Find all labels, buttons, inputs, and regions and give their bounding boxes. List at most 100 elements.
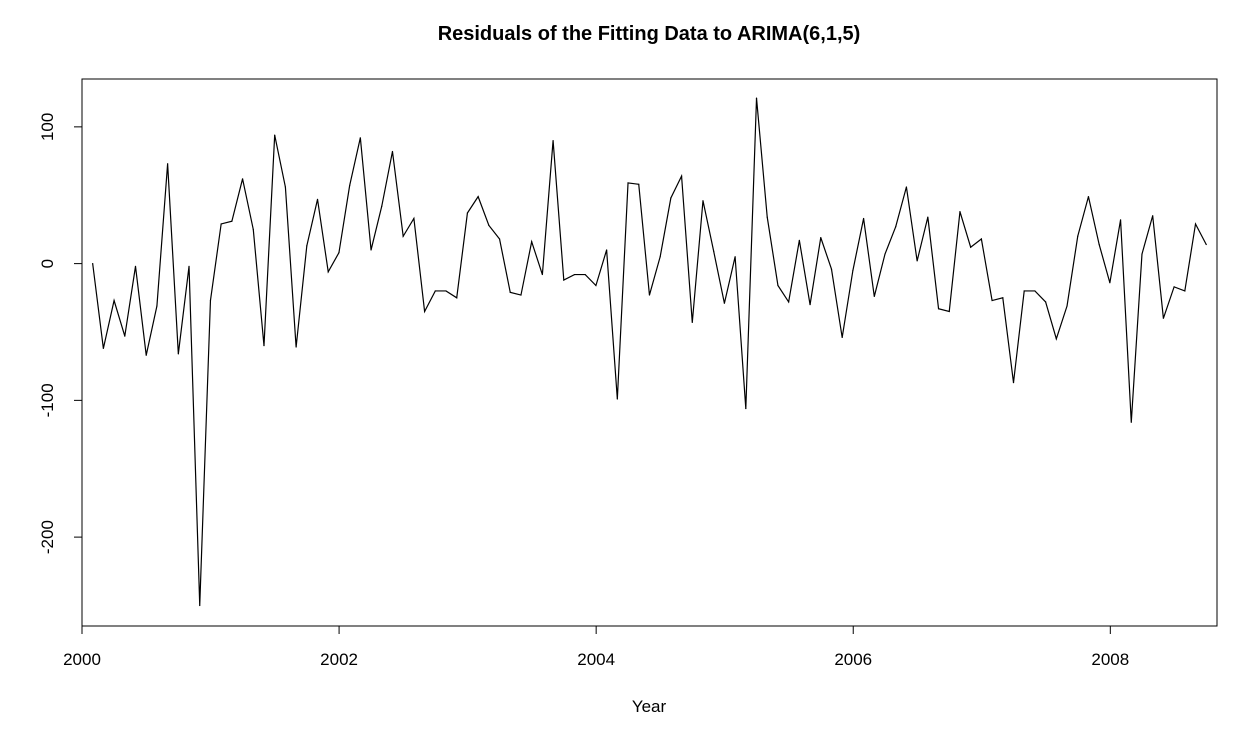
data-point bbox=[766, 216, 768, 218]
data-point bbox=[231, 220, 233, 222]
data-point bbox=[659, 256, 661, 258]
data-point bbox=[1141, 253, 1143, 255]
data-point bbox=[1023, 290, 1025, 292]
data-point bbox=[798, 239, 800, 241]
y-tick-label: -100 bbox=[38, 383, 57, 417]
data-point bbox=[274, 134, 276, 136]
data-point bbox=[424, 310, 426, 313]
data-point bbox=[862, 217, 865, 220]
data-point bbox=[102, 347, 104, 349]
data-point bbox=[241, 178, 244, 180]
data-point bbox=[927, 216, 929, 218]
data-point bbox=[1087, 196, 1090, 198]
data-point bbox=[509, 291, 511, 293]
data-point bbox=[852, 269, 854, 272]
data-point bbox=[970, 246, 972, 248]
data-point bbox=[113, 299, 115, 302]
data-point bbox=[531, 241, 533, 243]
data-point bbox=[959, 211, 961, 213]
data-point bbox=[220, 223, 222, 225]
data-point bbox=[402, 235, 404, 237]
data-point bbox=[627, 182, 629, 184]
x-tick-label: 2004 bbox=[577, 650, 615, 669]
data-point bbox=[991, 299, 993, 302]
data-point bbox=[723, 302, 726, 304]
data-point bbox=[1034, 290, 1036, 292]
data-point bbox=[788, 301, 790, 303]
data-point bbox=[263, 345, 265, 347]
data-point bbox=[177, 353, 179, 355]
data-point bbox=[541, 273, 543, 276]
data-point bbox=[284, 186, 286, 188]
data-point bbox=[895, 226, 897, 228]
data-point bbox=[381, 205, 383, 207]
data-point bbox=[488, 224, 490, 226]
data-point bbox=[809, 304, 811, 306]
data-point bbox=[1109, 282, 1111, 284]
x-tick-label: 2002 bbox=[320, 650, 358, 669]
data-point bbox=[755, 97, 758, 99]
data-point bbox=[1162, 317, 1164, 319]
series-points bbox=[92, 97, 1207, 607]
data-point bbox=[1077, 235, 1079, 237]
data-point bbox=[916, 260, 918, 262]
data-point bbox=[124, 335, 126, 337]
data-point bbox=[573, 273, 576, 276]
data-point bbox=[1098, 243, 1100, 246]
y-axis: 100 0 -100 -200 bbox=[38, 113, 83, 554]
y-tick-label: 0 bbox=[38, 259, 57, 268]
data-point bbox=[1173, 286, 1175, 288]
data-point bbox=[349, 185, 351, 187]
data-point bbox=[841, 336, 843, 339]
data-point bbox=[145, 354, 147, 356]
data-point bbox=[873, 295, 875, 298]
data-point bbox=[563, 279, 565, 281]
data-point bbox=[134, 265, 137, 267]
data-point bbox=[252, 228, 254, 231]
plot-frame bbox=[81, 78, 1218, 627]
residuals-series-line bbox=[92, 98, 1207, 606]
data-point bbox=[370, 249, 372, 251]
data-point bbox=[1184, 290, 1186, 292]
data-point bbox=[670, 197, 672, 199]
data-point bbox=[1045, 301, 1047, 303]
data-point bbox=[520, 294, 522, 296]
data-point bbox=[1002, 297, 1004, 299]
data-point bbox=[584, 273, 586, 276]
data-point bbox=[1055, 338, 1057, 340]
data-point bbox=[905, 186, 908, 188]
data-point bbox=[327, 271, 329, 273]
data-point bbox=[884, 253, 886, 255]
data-point bbox=[209, 299, 212, 302]
data-point bbox=[777, 284, 779, 287]
data-point bbox=[445, 290, 447, 292]
data-point bbox=[616, 398, 618, 400]
data-point bbox=[456, 297, 458, 299]
data-point bbox=[830, 268, 833, 270]
data-point bbox=[638, 183, 640, 185]
data-point bbox=[466, 212, 469, 214]
data-point bbox=[595, 284, 597, 287]
data-point bbox=[167, 163, 169, 165]
data-point bbox=[434, 290, 436, 292]
x-tick-label: 2008 bbox=[1091, 650, 1129, 669]
data-point bbox=[391, 150, 394, 153]
chart-title: Residuals of the Fitting Data to ARIMA(6… bbox=[438, 23, 861, 45]
data-point bbox=[691, 321, 693, 324]
y-tick-label: -200 bbox=[38, 520, 57, 554]
data-point bbox=[648, 294, 651, 296]
x-axis: 2000 2002 2004 2006 2008 bbox=[63, 625, 1129, 669]
data-point bbox=[980, 238, 982, 240]
data-point bbox=[92, 263, 94, 265]
data-point bbox=[745, 407, 747, 410]
data-point bbox=[820, 237, 822, 239]
data-point bbox=[477, 196, 479, 198]
data-point bbox=[1066, 305, 1068, 307]
data-point bbox=[1130, 421, 1132, 423]
data-point bbox=[188, 265, 190, 267]
data-point bbox=[413, 217, 415, 220]
data-point bbox=[199, 604, 201, 607]
data-point bbox=[306, 245, 308, 247]
x-tick-label: 2000 bbox=[63, 650, 101, 669]
